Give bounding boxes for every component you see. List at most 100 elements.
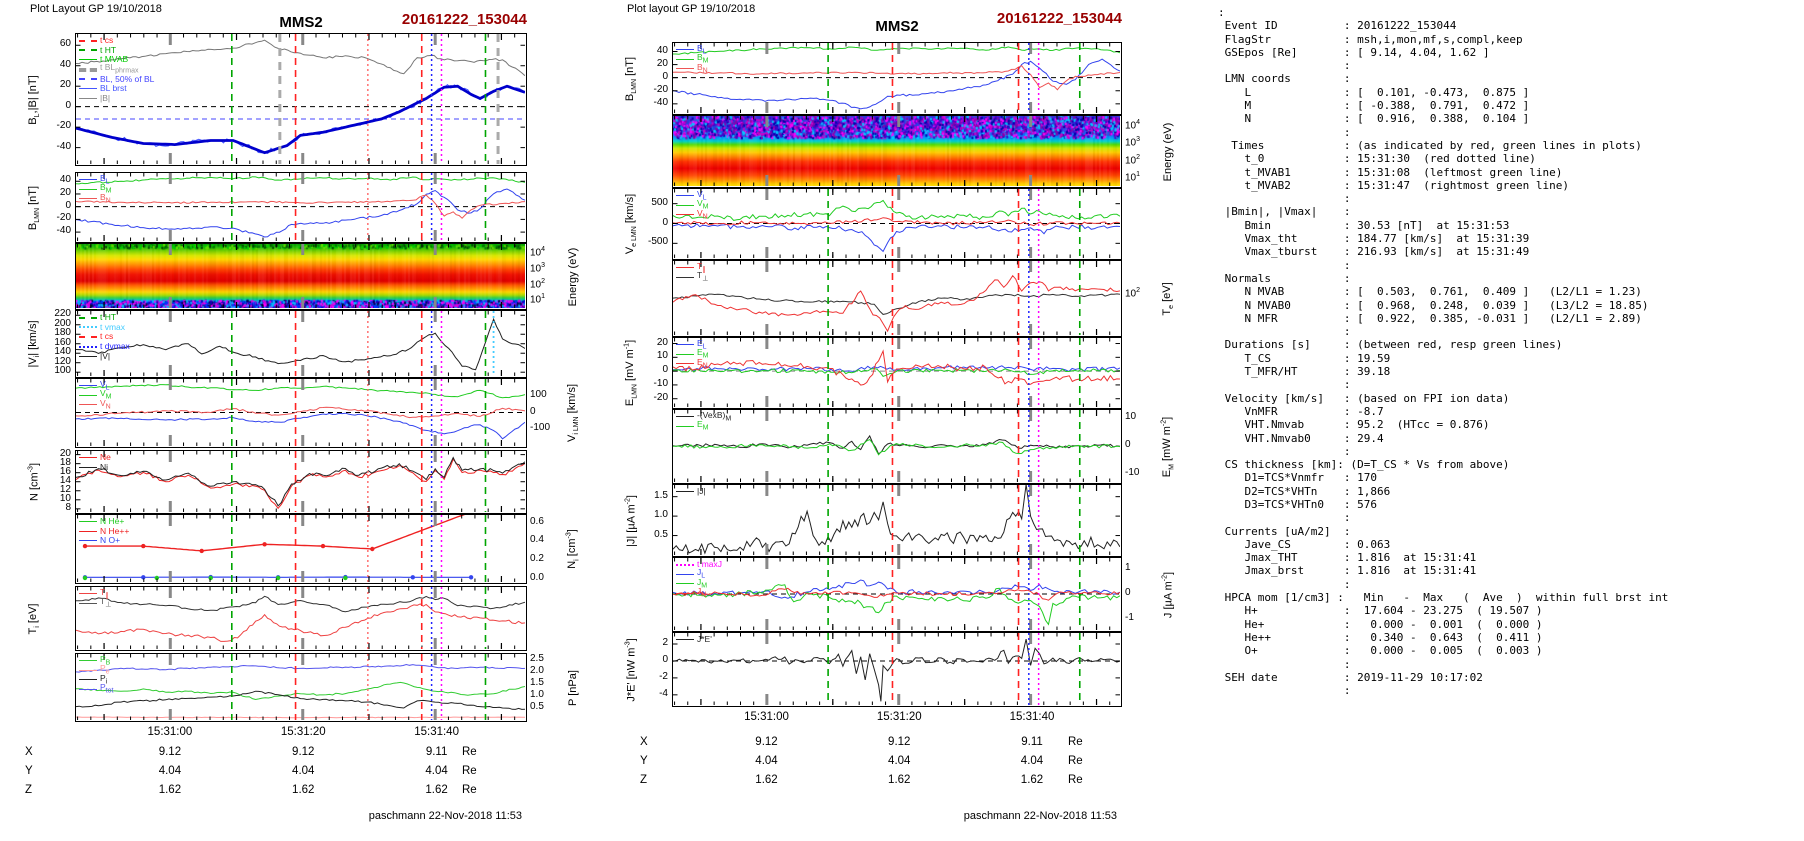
legend-entry: t vmax [79,322,130,333]
spacecraft-title: MMS2 [279,14,323,31]
legend-line-sample [79,88,97,90]
y-tick-label: -20 [653,83,668,95]
legend-label: VL [697,188,707,202]
right-axis-label: P [nPa] [567,669,579,706]
legend-line-sample [676,49,694,51]
legend-entry: |B| [79,93,154,104]
legend-line-sample [676,214,694,216]
panel-plot-svg [76,34,525,164]
legend-label: Pi [100,672,108,686]
legend-label: VM [100,388,112,401]
time-tick-label: 15:31:20 [876,711,922,723]
info-line: t_MVAB2 : 15:31:47 (rightmost green line… [1218,178,1569,192]
panel-pressure: PB Pe Pi Ptot [75,653,527,722]
legend-line-sample [676,639,694,641]
legend-line-sample [79,179,97,181]
legend-line-sample [79,660,97,662]
info-line: O+ : 0.000 - 0.005 ( 0.003 ) [1218,644,1543,658]
legend-label: |J| [697,486,706,497]
legend-line-sample [676,276,694,278]
panel-legend: t HT t vmax t cs t dvmax |V| [79,313,130,361]
info-line: N MVAB0 : [ 0.968, 0.248, 0.039 ] (L3/L2… [1218,298,1649,312]
right-axis-label: Vi LMN [km/s] [565,383,581,443]
y-tick-label: -40 [56,140,71,152]
panel-elmn: EL EM EN [672,337,1122,409]
legend-line-sample [676,267,694,269]
y-tick-label: 40 [59,174,71,186]
info-line: T_CS : 19.59 [1218,351,1391,365]
legend-label: BM [697,52,709,65]
legend-entry: |V| [79,351,130,361]
legend-entry: BL, 50% of BL [79,74,154,84]
panel-plot-svg [673,43,1120,113]
panel-vi-mag: t HT t vmax t cs t dvmax |V| [75,310,527,378]
legend-entry: BL [676,43,709,55]
legend-label: EL [697,337,707,351]
time-tick-label: 15:31:00 [147,726,193,738]
legend-line-sample [676,353,694,355]
ephemeris-unit: Re [1068,755,1083,767]
y-tick-label: 10 [59,492,71,504]
ephemeris-value: 4.04 [292,765,315,777]
right-tick-label: 103 [530,261,546,275]
panel-plot-svg [673,410,1120,482]
legend-line-sample [79,316,97,319]
panel-plot-svg [673,633,1120,705]
ephemeris-row-label: Y [25,765,33,777]
ephemeris-unit: Re [462,746,477,758]
legend-label: T∥ [100,586,109,600]
ephemeris-value: 9.11 [1021,736,1043,748]
legend-label: Pe [100,663,110,676]
y-tick-label: 160 [54,336,71,348]
panel-ti: T∥ T⊥ [75,586,527,651]
legend-line-sample [79,521,97,523]
legend-entry: N He++ [79,526,129,537]
panel-ion-spectrogram [75,243,527,310]
info-line: GSEpos [Re] : [ 9.14, 4.04, 1.62 ] [1218,45,1490,59]
legend-label: BM [100,182,112,195]
legend-entry: -(VexB)M [676,410,731,422]
legend-line-sample [676,425,694,427]
ephemeris-value: 1.62 [158,784,182,796]
legend-label: t HT [100,44,117,55]
info-line: t_0 : 15:31:30 (red dotted line) [1218,152,1536,166]
y-axis-label: J*E' [nW m-3] [624,637,638,702]
info-line: D2=TCS*VHTn : 1,866 [1218,484,1391,498]
y-tick-label: 20 [59,447,71,459]
legend-line-sample [79,335,97,338]
ephemeris-value: 9.12 [158,746,182,758]
legend-line-sample [79,540,97,542]
ephemeris-value: 1.62 [425,784,448,796]
panel-legend: N He+ N He++ N O+ [79,517,129,546]
time-tick-label: 15:31:00 [744,711,789,723]
legend-label: BN [697,61,708,75]
panel-plot-svg [673,338,1120,407]
info-line: : [1218,511,1351,525]
right-tick-label: 101 [1125,170,1141,183]
y-tick-label: 8 [65,501,71,513]
panel-legend: BL BM BN [79,173,112,205]
panel-legend: VL VM VN [676,188,709,221]
legend-line-sample [676,593,694,595]
info-line: CS thickness [km]: (D=T_CS * Vs from abo… [1218,458,1510,472]
panel-legend: t cs t HT t MVAB t BLphrmax BL, 50% of BL BL … [79,36,154,103]
right-tick-label: 0 [1125,587,1131,598]
y-tick-label: -2 [659,670,668,682]
ephemeris-row-label: Z [25,784,33,796]
y-tick-label: 100 [54,365,71,377]
panel-blmn: BL BM BN [672,42,1122,115]
legend-label: t cs [100,331,114,342]
legend-entry: Ne [79,453,111,463]
legend-label: VN [697,207,708,221]
legend-line-sample [79,49,97,52]
right-tick-label: 0 [530,405,536,417]
ephemeris-value: 1.62 [1020,774,1044,786]
info-line: VHT.Nmvab : 95.2 (HTcc = 0.876) [1218,418,1490,432]
right-tick-label: -10 [1125,466,1140,478]
info-line: Durations [s] : (between red, resp green… [1218,338,1563,352]
y-tick-label: 200 [54,317,71,329]
y-tick-label: 180 [54,327,71,339]
legend-line-sample [79,602,97,604]
y-tick-label: 0.5 [654,528,668,540]
